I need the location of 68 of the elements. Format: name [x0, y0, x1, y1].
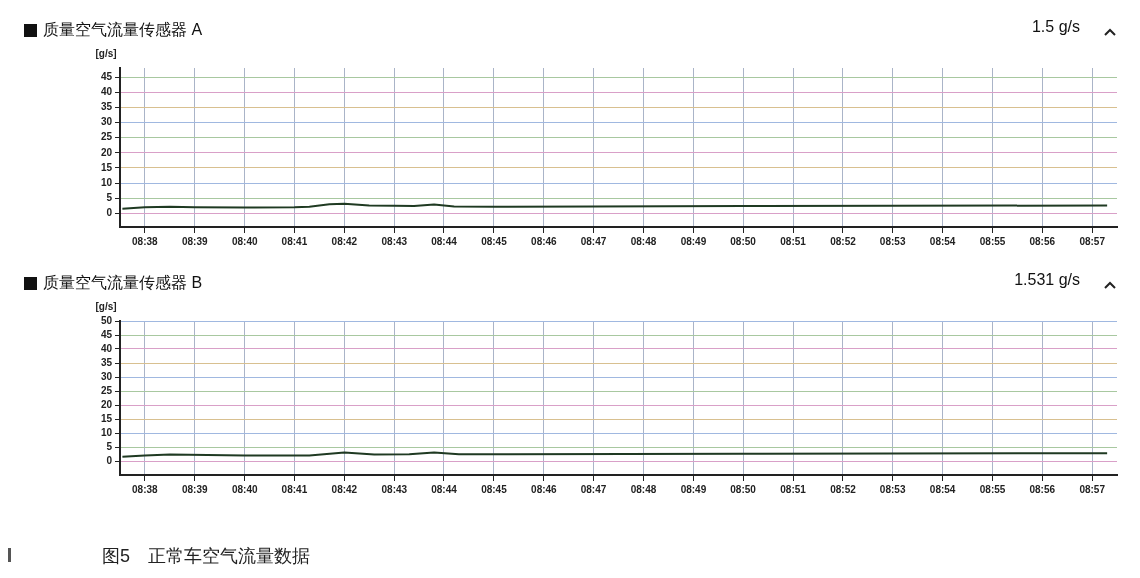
y-tick-label: 45 — [100, 328, 113, 340]
y-tick-label: 40 — [100, 342, 113, 354]
x-tick-label: 08:57 — [1079, 483, 1106, 495]
y-tick-label: 25 — [100, 131, 113, 143]
x-tick-label: 08:39 — [181, 235, 209, 247]
y-tick-label: 15 — [100, 412, 113, 424]
y-tick-label: 0 — [106, 454, 113, 466]
x-tick-label: 08:47 — [580, 483, 607, 495]
y-tick-label: 20 — [100, 146, 113, 158]
x-tick-label: 08:52 — [830, 483, 857, 495]
y-tick-label: 20 — [100, 398, 113, 410]
x-tick-label: 08:43 — [381, 235, 408, 247]
x-tick-label: 08:54 — [929, 483, 956, 495]
text: 1.5 g/s — [1031, 18, 1080, 36]
x-tick-label: 08:56 — [1029, 235, 1056, 247]
y-tick-label: 40 — [100, 85, 113, 97]
x-tick-label: 08:41 — [281, 235, 308, 247]
y-axis-title: [g/s] — [95, 47, 117, 59]
x-tick-label: 08:46 — [531, 483, 558, 495]
y-tick-label: 15 — [100, 161, 113, 173]
y-tick-label: 30 — [100, 116, 113, 128]
x-tick-label: 08:39 — [181, 483, 209, 495]
y-tick-label: 5 — [106, 440, 113, 452]
y-tick-label: 35 — [100, 356, 113, 368]
text: 1.531 g/s — [1014, 271, 1080, 289]
x-tick-label: 08:38 — [132, 235, 159, 247]
y-tick-label: 0 — [106, 207, 113, 219]
x-tick-label: 08:46 — [531, 235, 558, 247]
x-tick-label: 08:44 — [431, 235, 458, 247]
x-tick-label: 08:40 — [231, 483, 258, 495]
y-tick-label: 5 — [106, 191, 113, 203]
x-tick-label: 08:52 — [830, 235, 857, 247]
x-tick-label: 08:50 — [730, 235, 757, 247]
chart-title: 质量空气流量传感器 B — [43, 273, 203, 293]
x-tick-label: 08:57 — [1079, 235, 1106, 247]
x-tick-label: 08:48 — [630, 483, 657, 495]
x-tick-label: 08:53 — [879, 483, 906, 495]
y-tick-label: 25 — [100, 384, 113, 396]
x-tick-label: 08:43 — [381, 483, 408, 495]
caption: 图5 正常车空气流量数据 — [102, 545, 311, 568]
x-tick-label: 08:55 — [979, 235, 1006, 247]
x-tick-label: 08:54 — [929, 235, 956, 247]
x-tick-label: 08:56 — [1029, 483, 1056, 495]
x-tick-label: 08:42 — [331, 483, 358, 495]
x-tick-label: 08:45 — [481, 483, 508, 495]
y-axis-title: [g/s] — [95, 300, 117, 312]
x-tick-label: 08:45 — [481, 235, 508, 247]
x-tick-label: 08:49 — [680, 483, 707, 495]
y-tick-label: 35 — [100, 101, 113, 113]
x-tick-label: 08:41 — [281, 483, 308, 495]
y-tick-label: 10 — [100, 426, 113, 438]
x-tick-label: 08:55 — [979, 483, 1006, 495]
x-tick-label: 08:51 — [780, 483, 807, 495]
x-tick-label: 08:42 — [331, 235, 358, 247]
y-tick-label: 45 — [100, 70, 113, 82]
x-tick-label: 08:47 — [580, 235, 607, 247]
chart-title: 质量空气流量传感器 A — [43, 20, 203, 40]
x-tick-label: 08:44 — [431, 483, 458, 495]
x-tick-label: 08:50 — [730, 483, 757, 495]
x-tick-label: 08:38 — [132, 483, 159, 495]
x-tick-label: 08:53 — [879, 235, 906, 247]
y-tick-label: 30 — [100, 370, 113, 382]
x-tick-label: 08:49 — [680, 235, 707, 247]
x-tick-label: 08:48 — [630, 235, 657, 247]
x-tick-label: 08:40 — [231, 235, 258, 247]
x-tick-label: 08:51 — [780, 235, 807, 247]
y-tick-label: 50 — [100, 314, 113, 326]
y-tick-label: 10 — [100, 176, 113, 188]
